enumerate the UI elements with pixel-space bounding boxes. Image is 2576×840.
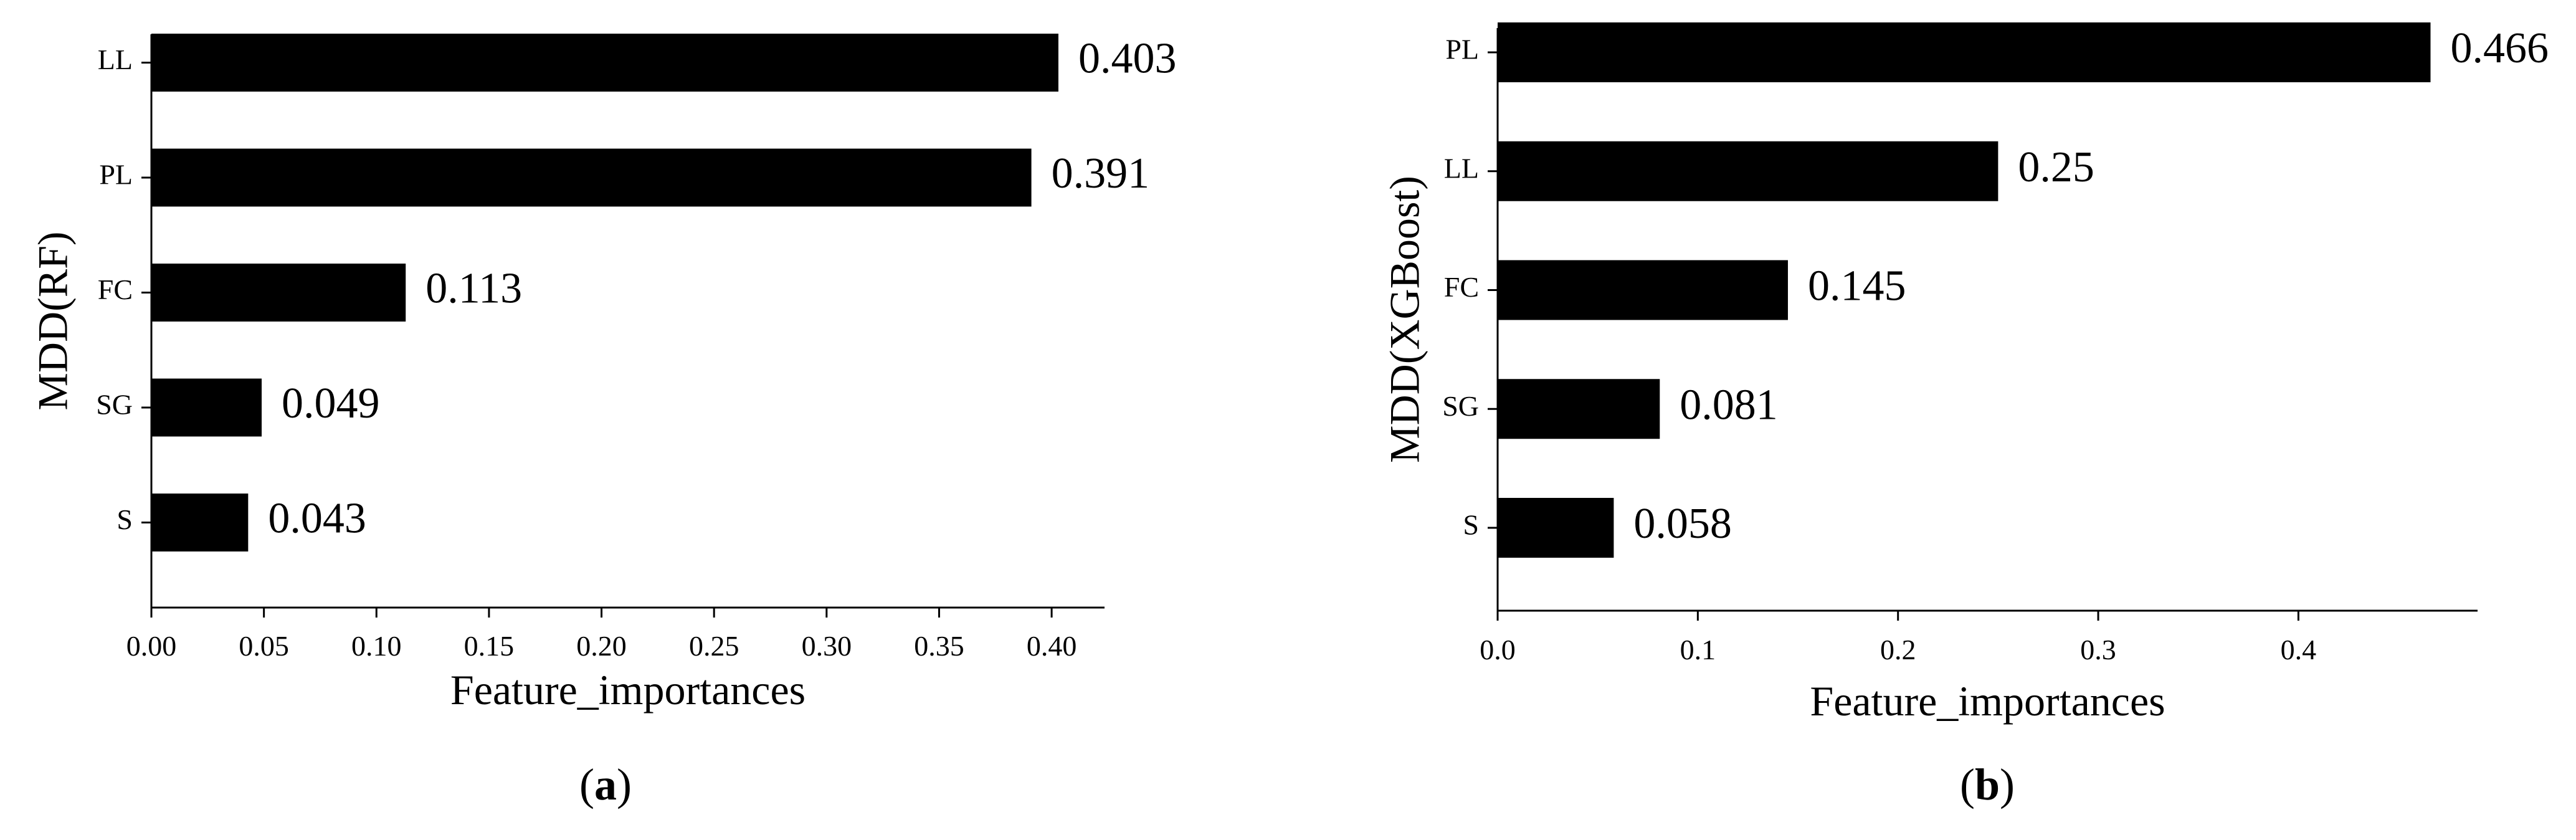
x-tick-label: 0.05 <box>239 630 289 662</box>
data-label-fc: 0.113 <box>425 265 522 313</box>
y-tick-label-ll: LL <box>1444 152 1479 184</box>
data-label-sg: 0.081 <box>1680 381 1778 429</box>
y-tick-label-fc: FC <box>1444 271 1479 303</box>
panel-caption-letter: a <box>594 760 617 809</box>
y-tick-label-s: S <box>1463 509 1479 541</box>
x-tick-label: 0.30 <box>802 630 852 662</box>
data-label-ll: 0.25 <box>2018 143 2094 191</box>
y-tick-label-pl: PL <box>1445 34 1479 65</box>
bar-ll <box>1498 141 1999 201</box>
x-axis-label: Feature_importances <box>450 666 806 714</box>
bar-sg <box>1498 379 1660 439</box>
panel-a-chart: 0.403 LL 0.391 PL 0.113 FC 0.049 SG 0.043 S 0.00 0.… <box>29 34 1177 809</box>
panel-caption: (b) <box>1960 760 2015 809</box>
data-label-pl: 0.466 <box>2450 24 2549 72</box>
data-label-s: 0.043 <box>268 495 366 543</box>
x-tick-label: 0.25 <box>689 630 739 662</box>
x-tick-label: 0.1 <box>1680 634 1716 666</box>
x-tick-label: 0.0 <box>1480 634 1516 666</box>
bar-ll <box>151 34 1058 92</box>
panel-b-chart: 0.466 PL 0.25 LL 0.145 FC 0.081 SG 0.058 S 0.0 0.1 0… <box>1381 22 2549 809</box>
y-axis-label: MDD(RF) <box>29 231 77 410</box>
y-tick-label-pl: PL <box>99 159 133 191</box>
y-tick-label-fc: FC <box>98 274 133 305</box>
data-label-ll: 0.403 <box>1078 35 1177 83</box>
y-tick-label-ll: LL <box>98 44 133 75</box>
bar-pl <box>1498 22 2431 82</box>
x-tick-label: 0.15 <box>464 630 515 662</box>
bar-pl <box>151 148 1032 207</box>
bar-fc <box>1498 260 1788 320</box>
bar-s <box>151 494 249 551</box>
x-tick-label: 0.2 <box>1880 634 1916 666</box>
x-tick-label: 0.10 <box>351 630 402 662</box>
x-tick-label: 0.20 <box>576 630 627 662</box>
x-tick-label: 0.40 <box>1027 630 1077 662</box>
y-tick-label-s: S <box>116 504 133 535</box>
x-axis-label: Feature_importances <box>1810 677 2165 725</box>
x-tick-label: 0.4 <box>2281 634 2317 666</box>
data-label-pl: 0.391 <box>1052 150 1150 198</box>
x-tick-label: 0.3 <box>2080 634 2116 666</box>
x-tick-label: 0.00 <box>126 630 177 662</box>
bar-fc <box>151 264 406 322</box>
y-tick-label-sg: SG <box>1442 390 1479 422</box>
y-tick-label-sg: SG <box>96 389 133 421</box>
panel-caption: (a) <box>579 760 632 809</box>
data-label-fc: 0.145 <box>1808 262 1906 310</box>
panel-caption-letter: b <box>1975 760 2000 809</box>
data-label-sg: 0.049 <box>282 379 380 427</box>
data-label-s: 0.058 <box>1633 500 1732 548</box>
x-tick-label: 0.35 <box>914 630 964 662</box>
bar-s <box>1498 498 1614 558</box>
y-axis-label: MDD(XGBoost) <box>1381 176 1428 463</box>
bar-sg <box>151 378 262 437</box>
